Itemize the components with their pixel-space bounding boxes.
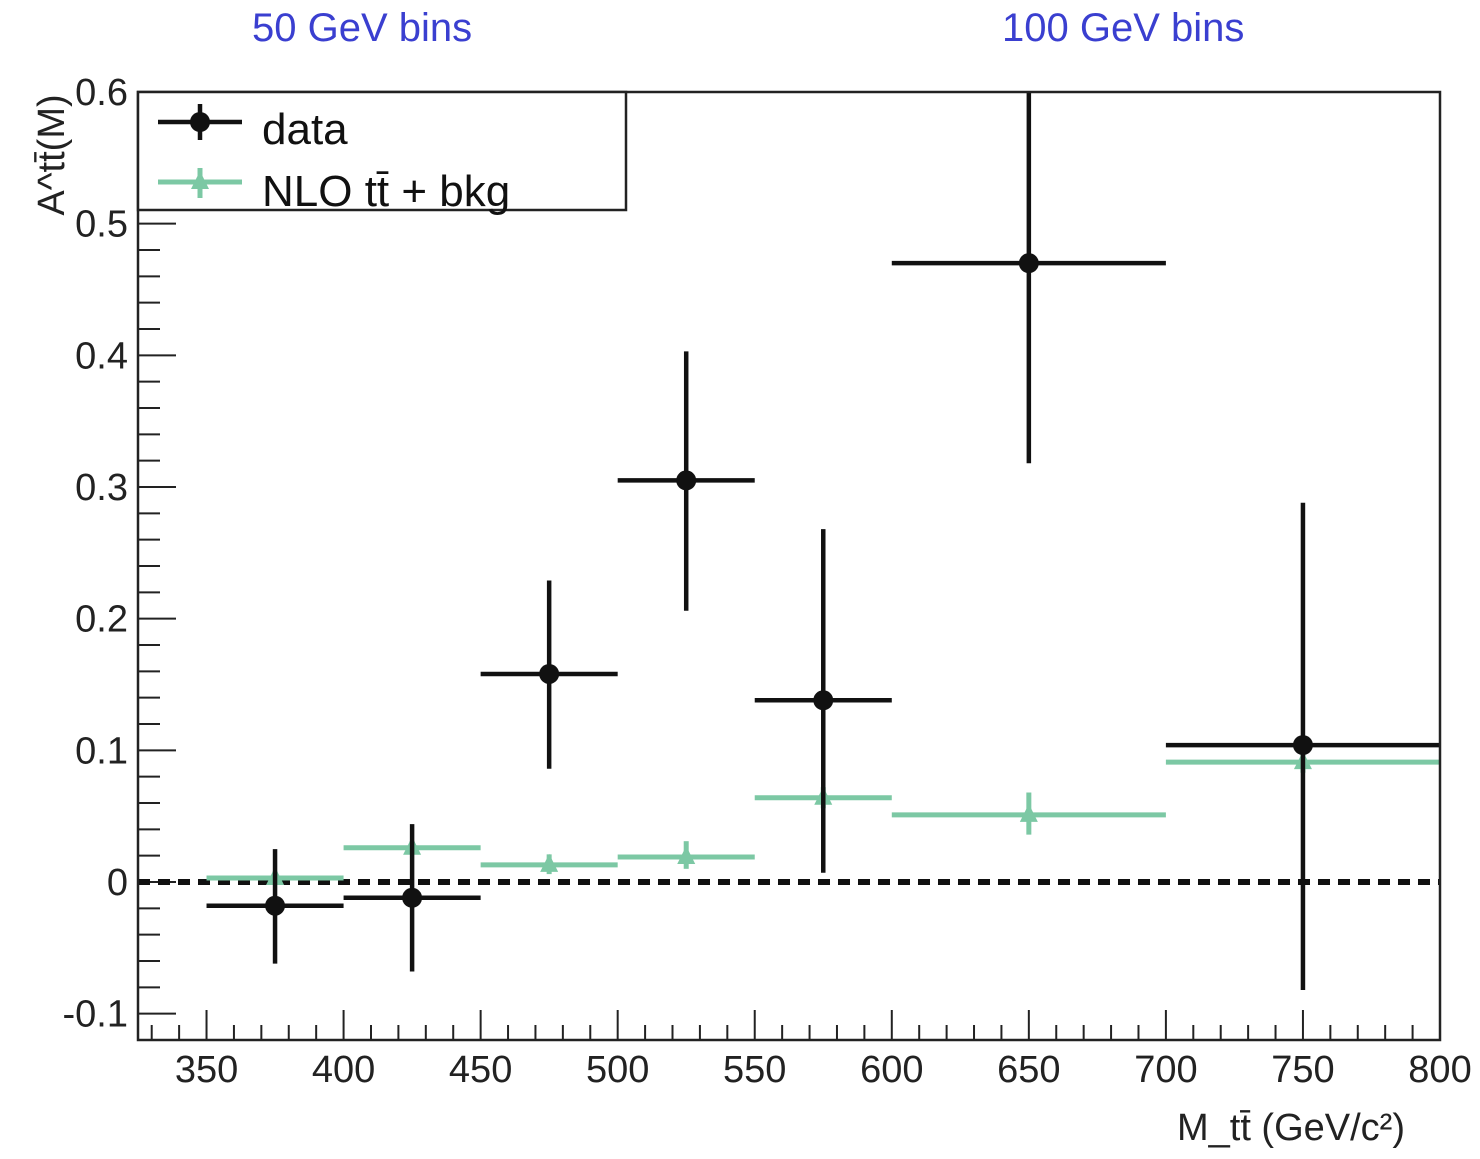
plot-frame	[136, 90, 1442, 1042]
data-marker	[676, 470, 697, 491]
legend-data-label: data	[262, 105, 348, 154]
x-tick-label: 800	[1408, 1049, 1471, 1091]
annotation-100gev-bins: 100 GeV bins	[1002, 6, 1245, 50]
y-tick-label: 0.2	[75, 599, 128, 641]
nlo-marker	[1019, 803, 1038, 822]
x-tick-label: 750	[1271, 1049, 1334, 1091]
y-tick-label: 0.5	[75, 204, 128, 246]
y-tick-label: 0.4	[75, 335, 128, 377]
annotation-50gev-bins: 50 GeV bins	[252, 6, 473, 50]
x-tick-label: 450	[449, 1049, 512, 1091]
y-tick-label: 0.3	[75, 467, 128, 509]
y-tick-label: -0.1	[63, 994, 128, 1036]
x-tick-label: 600	[860, 1049, 923, 1091]
data-marker	[265, 895, 286, 916]
legend-box	[136, 90, 628, 212]
nlo-marker	[677, 845, 696, 864]
x-axis-label: M_tt̄ (GeV/c²)	[1177, 1107, 1405, 1149]
y-tick-label: 0.1	[75, 730, 128, 772]
x-tick-label: 550	[723, 1049, 786, 1091]
x-tick-label: 650	[997, 1049, 1060, 1091]
nlo-marker	[540, 853, 559, 872]
y-tick-label: 0	[107, 862, 128, 904]
y-tick-label: 0.6	[75, 72, 128, 114]
data-series	[206, 92, 1440, 990]
legend: data NLO tt̄ + bkg	[136, 90, 628, 216]
data-marker	[813, 690, 834, 711]
x-tick-label: 700	[1134, 1049, 1197, 1091]
plot-frame-group	[136, 90, 1442, 1042]
data-marker	[1292, 735, 1313, 756]
legend-data-marker	[190, 112, 210, 132]
data-marker	[539, 663, 560, 684]
axis-labels: M_tt̄ (GeV/c²) A^tt̄(M)	[31, 94, 1405, 1149]
y-axis-label: A^tt̄(M)	[31, 94, 73, 215]
legend-nlo-label: NLO tt̄ + bkg	[262, 167, 510, 216]
x-tick-label: 350	[175, 1049, 238, 1091]
data-marker	[402, 887, 423, 908]
x-tick-label: 500	[586, 1049, 649, 1091]
x-tick-label: 400	[312, 1049, 375, 1091]
axis-ticks: 350 400 450 500 550 600 650 700 750 800 -0.1 0 0.1 0.…	[63, 72, 1472, 1091]
data-marker	[1018, 253, 1039, 274]
legend-nlo-marker	[191, 171, 209, 189]
